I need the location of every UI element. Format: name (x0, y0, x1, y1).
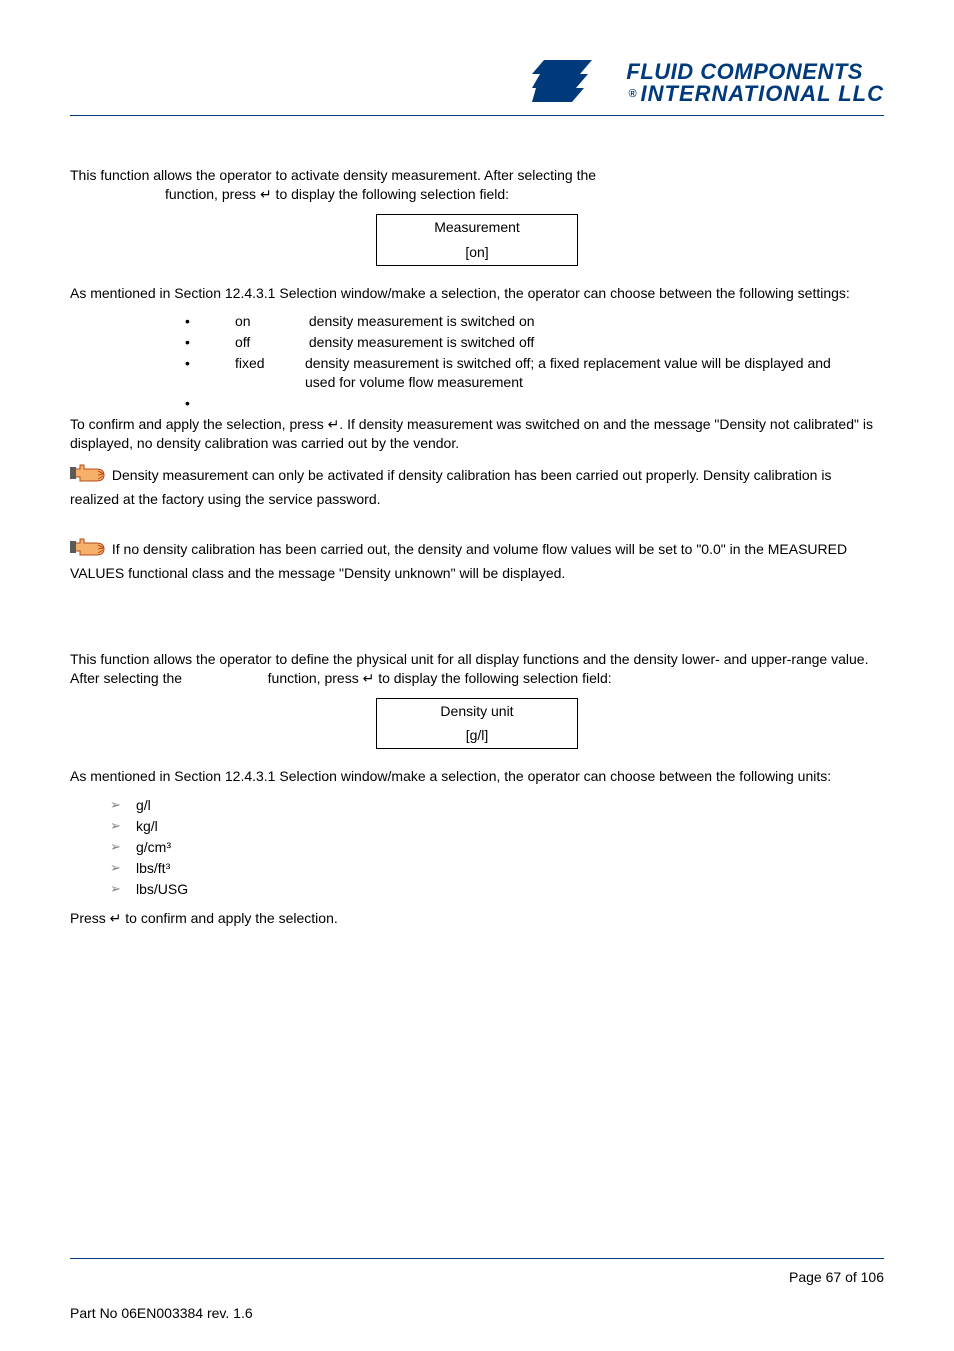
option-off: off density measurement is switched off (185, 333, 884, 352)
logo-line2: ®INTERNATIONAL LLC (626, 83, 884, 105)
part-number: Part No 06EN003384 rev. 1.6 (70, 1305, 884, 1321)
box-measurement-value: [on] (377, 240, 577, 265)
logo-mark (532, 60, 618, 105)
logo-line2-suffix: INTERNATIONAL LLC (641, 81, 885, 106)
body: This function allows the operator to act… (70, 166, 884, 928)
box-density-title: Density unit (377, 699, 577, 724)
units-list: g/l kg/l g/cm³ lbs/ft³ lbs/USG (110, 796, 884, 898)
para-activate-density: This function allows the operator to act… (70, 166, 884, 204)
unit-item: g/cm³ (110, 838, 884, 857)
hand-icon (70, 537, 106, 564)
para-press-confirm: Press ↵ to confirm and apply the selecti… (70, 909, 884, 928)
header: FLUID COMPONENTS ®INTERNATIONAL LLC (70, 60, 884, 105)
logo-line1: FLUID COMPONENTS (626, 61, 884, 83)
hand-icon (70, 463, 106, 490)
box-density-value: [g/l] (377, 723, 577, 748)
unit-item: g/l (110, 796, 884, 815)
option-fixed: fixeddensity measurement is switched off… (185, 354, 884, 392)
footer-rule (70, 1258, 884, 1259)
header-rule (70, 115, 884, 116)
para-choose-units: As mentioned in Section 12.4.3.1 Selecti… (70, 767, 884, 786)
box-measurement: Measurement [on] (376, 214, 578, 266)
unit-item: lbs/USG (110, 880, 884, 899)
options-list: on density measurement is switched on of… (185, 312, 884, 412)
option-on: on density measurement is switched on (185, 312, 884, 331)
unit-item: lbs/ft³ (110, 859, 884, 878)
footer: Page 67 of 106 Part No 06EN003384 rev. 1… (70, 1208, 884, 1321)
para-confirm: To confirm and apply the selection, pres… (70, 415, 884, 453)
note-no-calibration: If no density calibration has been carri… (70, 537, 884, 583)
unit-item: kg/l (110, 817, 884, 836)
option-blank (185, 394, 884, 413)
para-choose-settings: As mentioned in Section 12.4.3.1 Selecti… (70, 284, 884, 303)
para-define-unit: This function allows the operator to def… (70, 650, 884, 688)
box-density-unit: Density unit [g/l] (376, 698, 578, 750)
box-measurement-title: Measurement (377, 215, 577, 240)
page-number: Page 67 of 106 (70, 1269, 884, 1285)
note-density-activated: Density measurement can only be activate… (70, 463, 884, 509)
